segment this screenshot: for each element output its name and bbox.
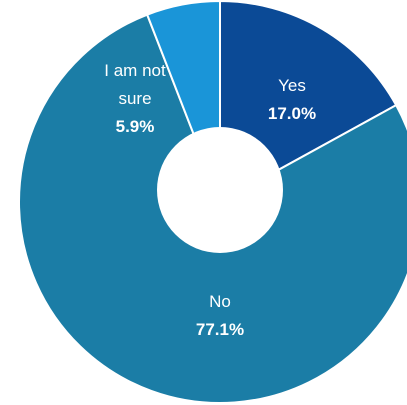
value-label: 17.0% bbox=[267, 104, 317, 123]
slice-label: No 77.1% bbox=[185, 288, 255, 344]
category-name: Yes bbox=[278, 76, 306, 95]
value-label: 5.9% bbox=[115, 117, 155, 136]
slice-label: I am not sure 5.9% bbox=[100, 57, 170, 141]
value-label: 77.1% bbox=[195, 320, 245, 339]
slice-label: Yes 17.0% bbox=[257, 72, 327, 128]
donut-hole bbox=[157, 127, 283, 253]
category-name: No bbox=[209, 292, 231, 311]
category-name: I am not sure bbox=[104, 61, 166, 108]
